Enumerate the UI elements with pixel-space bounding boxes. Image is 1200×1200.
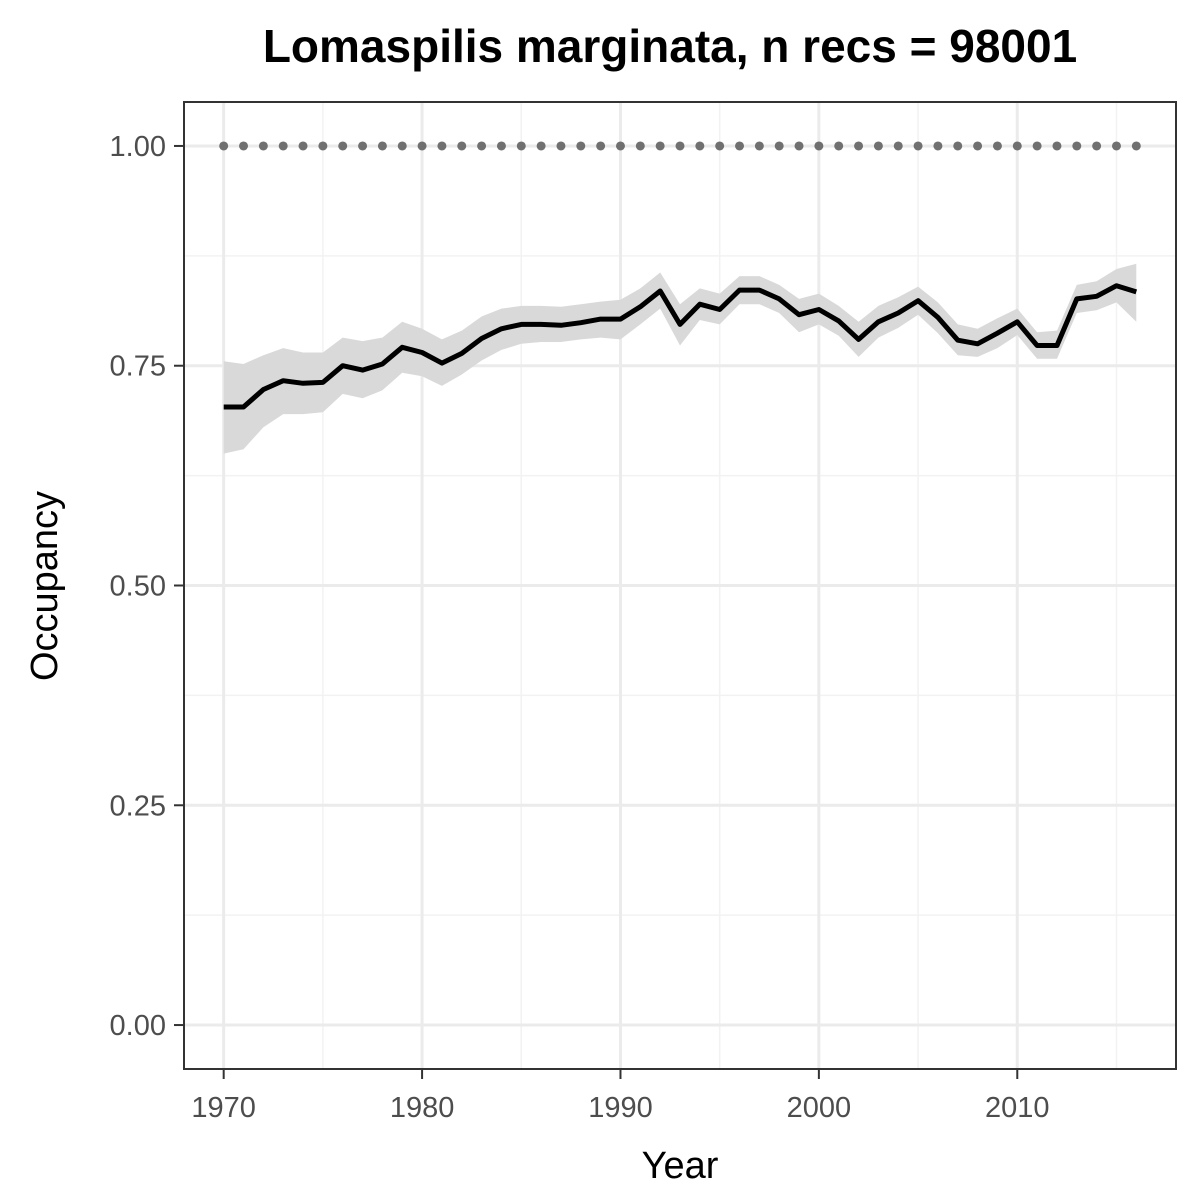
reference-point (1052, 141, 1062, 151)
y-tick-label: 0.50 (110, 571, 166, 603)
reference-point (893, 141, 903, 151)
reference-point (219, 141, 229, 151)
x-axis-title: Year (642, 1145, 719, 1187)
reference-point (536, 141, 546, 151)
reference-point (715, 141, 725, 151)
reference-point (338, 141, 348, 151)
reference-point (437, 141, 447, 151)
reference-point (814, 141, 824, 151)
reference-point (1032, 141, 1042, 151)
reference-point (973, 141, 983, 151)
x-tick-label: 1970 (191, 1092, 256, 1124)
reference-point (1072, 141, 1082, 151)
reference-point (278, 141, 288, 151)
reference-point (992, 141, 1002, 151)
reference-point (735, 141, 745, 151)
reference-point (576, 141, 586, 151)
reference-point (615, 141, 625, 151)
reference-point (397, 141, 407, 151)
x-tick-label: 2000 (787, 1092, 852, 1124)
y-tick-label: 1.00 (110, 131, 166, 163)
y-tick-label: 0.75 (110, 351, 166, 383)
chart-title: Lomaspilis marginata, n recs = 98001 (263, 20, 1077, 72)
reference-point (953, 141, 963, 151)
reference-point (496, 141, 506, 151)
occupancy-mean-line (223, 283, 1138, 410)
reference-point (318, 141, 328, 151)
reference-point (933, 141, 943, 151)
reference-point (834, 141, 844, 151)
x-tick-label: 1990 (588, 1092, 653, 1124)
y-axis-title: Occupancy (24, 491, 66, 681)
grid (184, 102, 1176, 1069)
reference-point (556, 141, 566, 151)
reference-point (774, 141, 784, 151)
x-tick-label: 2010 (985, 1092, 1050, 1124)
reference-point (596, 141, 606, 151)
x-axis: 1970 1980 1990 2000 2010 (191, 1069, 1050, 1124)
reference-point (794, 141, 804, 151)
y-tick-label: 0.00 (110, 1010, 166, 1042)
reference-point (298, 141, 308, 151)
reference-points-layer (219, 141, 1141, 151)
reference-point (258, 141, 268, 151)
y-axis: 0.00 0.25 0.50 0.75 1.00 (110, 131, 184, 1042)
reference-point (635, 141, 645, 151)
reference-point (873, 141, 883, 151)
reference-point (655, 141, 665, 151)
confidence-ribbon (223, 263, 1137, 454)
reference-point (854, 141, 864, 151)
reference-point (1092, 141, 1102, 151)
reference-point (477, 141, 487, 151)
reference-point (417, 141, 427, 151)
reference-point (675, 141, 685, 151)
mean-line-layer (223, 283, 1138, 410)
reference-point (913, 141, 923, 151)
reference-point (377, 141, 387, 151)
reference-point (1111, 141, 1121, 151)
reference-point (1012, 141, 1022, 151)
reference-point (1131, 141, 1141, 151)
reference-point (754, 141, 764, 151)
reference-point (358, 141, 368, 151)
reference-point (457, 141, 467, 151)
y-tick-label: 0.25 (110, 790, 166, 822)
confidence-ribbon-layer (223, 263, 1137, 454)
reference-point (516, 141, 526, 151)
reference-point (695, 141, 705, 151)
x-tick-label: 1980 (390, 1092, 455, 1124)
reference-point (239, 141, 249, 151)
